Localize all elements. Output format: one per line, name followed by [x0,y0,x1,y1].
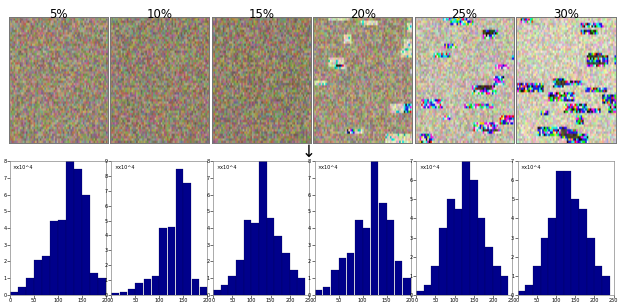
Bar [379,203,387,295]
Bar [74,170,82,295]
Bar [323,286,331,295]
Bar [347,253,355,295]
Bar [416,291,424,295]
Bar [439,228,447,295]
Bar [355,219,363,295]
Bar [66,161,74,295]
Text: 15%: 15% [248,8,274,21]
Bar [267,218,274,295]
Bar [58,219,66,295]
Bar [152,275,159,295]
Bar [447,199,455,295]
Bar [339,258,346,295]
Bar [128,289,135,295]
Bar [462,161,470,295]
Bar [431,266,439,295]
Text: 5%: 5% [49,8,67,21]
Bar [213,290,221,295]
Bar [167,226,176,295]
Bar [176,168,184,295]
Bar [518,291,525,295]
Bar [386,219,394,295]
Bar [363,228,370,295]
Bar [424,285,431,295]
Bar [564,171,572,295]
Text: ×x10^4: ×x10^4 [318,165,338,170]
Bar [579,209,587,295]
Text: ×x10^4: ×x10^4 [520,165,541,170]
Bar [493,266,501,295]
Bar [236,260,243,295]
Bar [533,266,541,295]
Bar [403,278,410,295]
Bar [290,270,297,295]
Bar [454,209,462,295]
Bar [556,171,564,295]
Bar [525,285,533,295]
Bar [228,277,236,295]
Bar [395,261,402,295]
Bar [602,276,610,295]
Bar [10,292,17,295]
Bar [34,260,41,295]
Bar [18,286,26,295]
Bar [252,223,259,295]
Text: 20%: 20% [350,8,376,21]
Bar [371,161,378,295]
Bar [200,288,208,295]
Bar [119,292,127,295]
Bar [192,278,200,295]
Bar [243,219,252,295]
Text: 10%: 10% [146,8,173,21]
Bar [259,161,267,295]
Bar [50,221,58,295]
Bar [548,219,556,295]
Bar [159,228,167,295]
Bar [111,293,119,295]
Bar [90,273,98,295]
Text: 25%: 25% [451,8,478,21]
Bar [184,183,191,295]
Bar [485,247,493,295]
Bar [282,253,290,295]
Text: ×x10^4: ×x10^4 [13,165,33,170]
Bar [315,290,322,295]
Bar [42,257,50,295]
Bar [221,285,229,295]
Bar [26,278,34,295]
Bar [478,219,485,295]
Text: 30%: 30% [553,8,579,21]
Bar [586,237,595,295]
Text: ↓: ↓ [302,143,316,161]
Text: ×x10^4: ×x10^4 [114,165,135,170]
Text: ×x10^4: ×x10^4 [419,165,439,170]
Bar [274,237,282,295]
Bar [98,278,106,295]
Bar [595,266,602,295]
Bar [470,180,478,295]
Bar [331,270,339,295]
Bar [297,278,305,295]
Bar [135,283,143,295]
Text: ×x10^4: ×x10^4 [216,165,236,170]
Bar [501,276,509,295]
Bar [541,237,548,295]
Bar [572,199,579,295]
Bar [82,195,90,295]
Bar [143,278,151,295]
